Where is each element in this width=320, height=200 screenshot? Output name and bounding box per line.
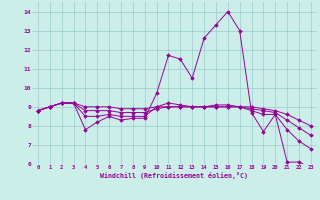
X-axis label: Windchill (Refroidissement éolien,°C): Windchill (Refroidissement éolien,°C) [100, 172, 248, 179]
